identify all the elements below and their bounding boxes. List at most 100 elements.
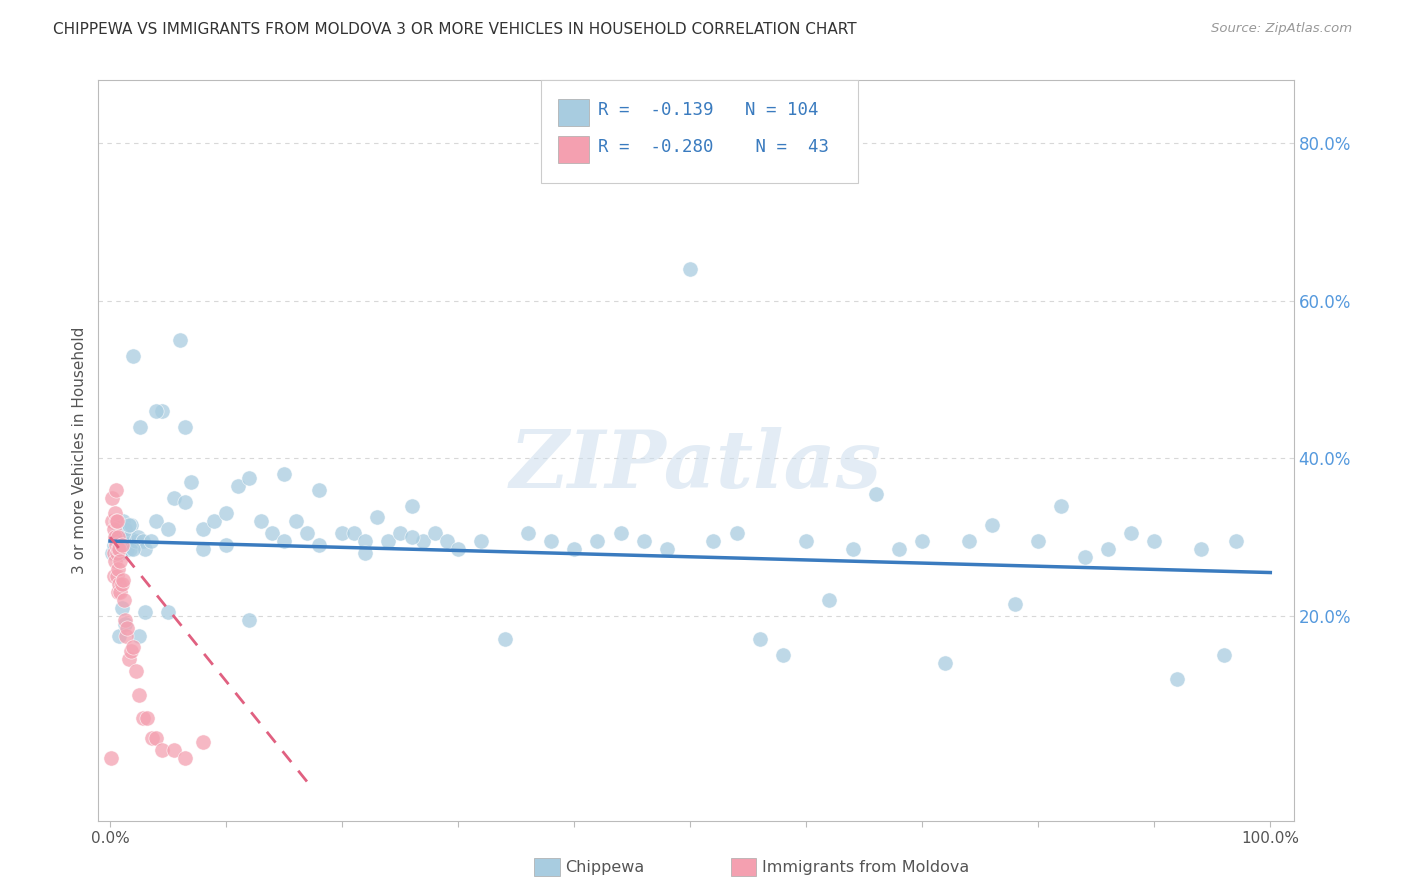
Point <box>447 541 470 556</box>
Point <box>103 522 125 536</box>
Point <box>366 510 388 524</box>
Point <box>105 546 128 560</box>
Point <box>134 541 156 556</box>
Point <box>562 541 585 556</box>
Point <box>586 534 609 549</box>
Point <box>122 640 145 655</box>
Point <box>129 420 152 434</box>
Point <box>262 526 284 541</box>
Point <box>794 534 817 549</box>
Point <box>112 530 135 544</box>
Point <box>343 526 366 541</box>
Point <box>128 688 150 702</box>
Point <box>163 743 186 757</box>
Point <box>308 538 330 552</box>
Point <box>377 534 399 549</box>
Point <box>1119 526 1142 541</box>
Point <box>104 534 127 549</box>
Point <box>1073 549 1095 564</box>
Point <box>120 644 142 658</box>
Point <box>111 538 134 552</box>
Point <box>145 731 167 745</box>
Point <box>887 541 910 556</box>
Point <box>111 574 134 588</box>
Point <box>330 526 353 541</box>
Point <box>111 577 134 591</box>
Point <box>191 522 214 536</box>
Point <box>100 750 122 764</box>
Point <box>957 534 980 549</box>
Point <box>354 534 377 549</box>
Point <box>725 526 748 541</box>
Point <box>104 534 127 549</box>
Point <box>105 514 128 528</box>
Point <box>150 404 173 418</box>
Point <box>865 487 887 501</box>
Point <box>679 262 702 277</box>
Point <box>412 534 434 549</box>
Point <box>1097 541 1119 556</box>
Point <box>117 530 139 544</box>
Point <box>103 538 125 552</box>
Point <box>107 534 129 549</box>
Point <box>1189 541 1212 556</box>
Text: R =  -0.139   N = 104: R = -0.139 N = 104 <box>598 101 818 119</box>
Point <box>120 518 142 533</box>
Point <box>226 479 249 493</box>
Point <box>117 518 139 533</box>
Point <box>105 569 128 583</box>
Point <box>169 333 191 347</box>
Point <box>122 541 145 556</box>
Point <box>297 526 319 541</box>
Point <box>702 534 724 549</box>
Point <box>104 507 127 521</box>
Point <box>117 541 139 556</box>
Point <box>114 522 136 536</box>
Point <box>389 526 412 541</box>
Point <box>1026 534 1049 549</box>
Point <box>108 629 131 643</box>
Point <box>180 475 202 489</box>
Point <box>104 483 127 497</box>
Point <box>107 530 129 544</box>
Point <box>1212 648 1234 663</box>
Point <box>107 561 129 575</box>
Point <box>163 491 186 505</box>
Point <box>124 534 146 549</box>
Point <box>818 593 841 607</box>
Point <box>540 534 562 549</box>
Point <box>401 530 423 544</box>
Point <box>117 652 139 666</box>
Point <box>655 541 678 556</box>
Point <box>174 420 197 434</box>
Point <box>104 514 127 528</box>
Point <box>1050 499 1073 513</box>
Point <box>609 526 631 541</box>
Point <box>238 471 260 485</box>
Point <box>145 404 167 418</box>
Point <box>772 648 794 663</box>
Point <box>104 554 127 568</box>
Text: ZIPatlas: ZIPatlas <box>510 426 882 504</box>
Point <box>250 514 273 528</box>
Point <box>101 514 124 528</box>
Point <box>401 499 423 513</box>
Point <box>105 546 128 560</box>
Point <box>157 522 180 536</box>
Point <box>174 494 197 508</box>
Point <box>103 569 125 583</box>
Point <box>273 534 295 549</box>
Point <box>1225 534 1247 549</box>
Point <box>841 541 863 556</box>
Point <box>110 546 132 560</box>
Point <box>273 467 295 481</box>
Point <box>436 534 458 549</box>
Point <box>215 538 238 552</box>
Point <box>112 593 135 607</box>
Point <box>114 616 136 631</box>
Point <box>108 577 131 591</box>
Point <box>238 613 260 627</box>
Point <box>145 514 167 528</box>
Point <box>141 731 163 745</box>
Point <box>111 530 134 544</box>
